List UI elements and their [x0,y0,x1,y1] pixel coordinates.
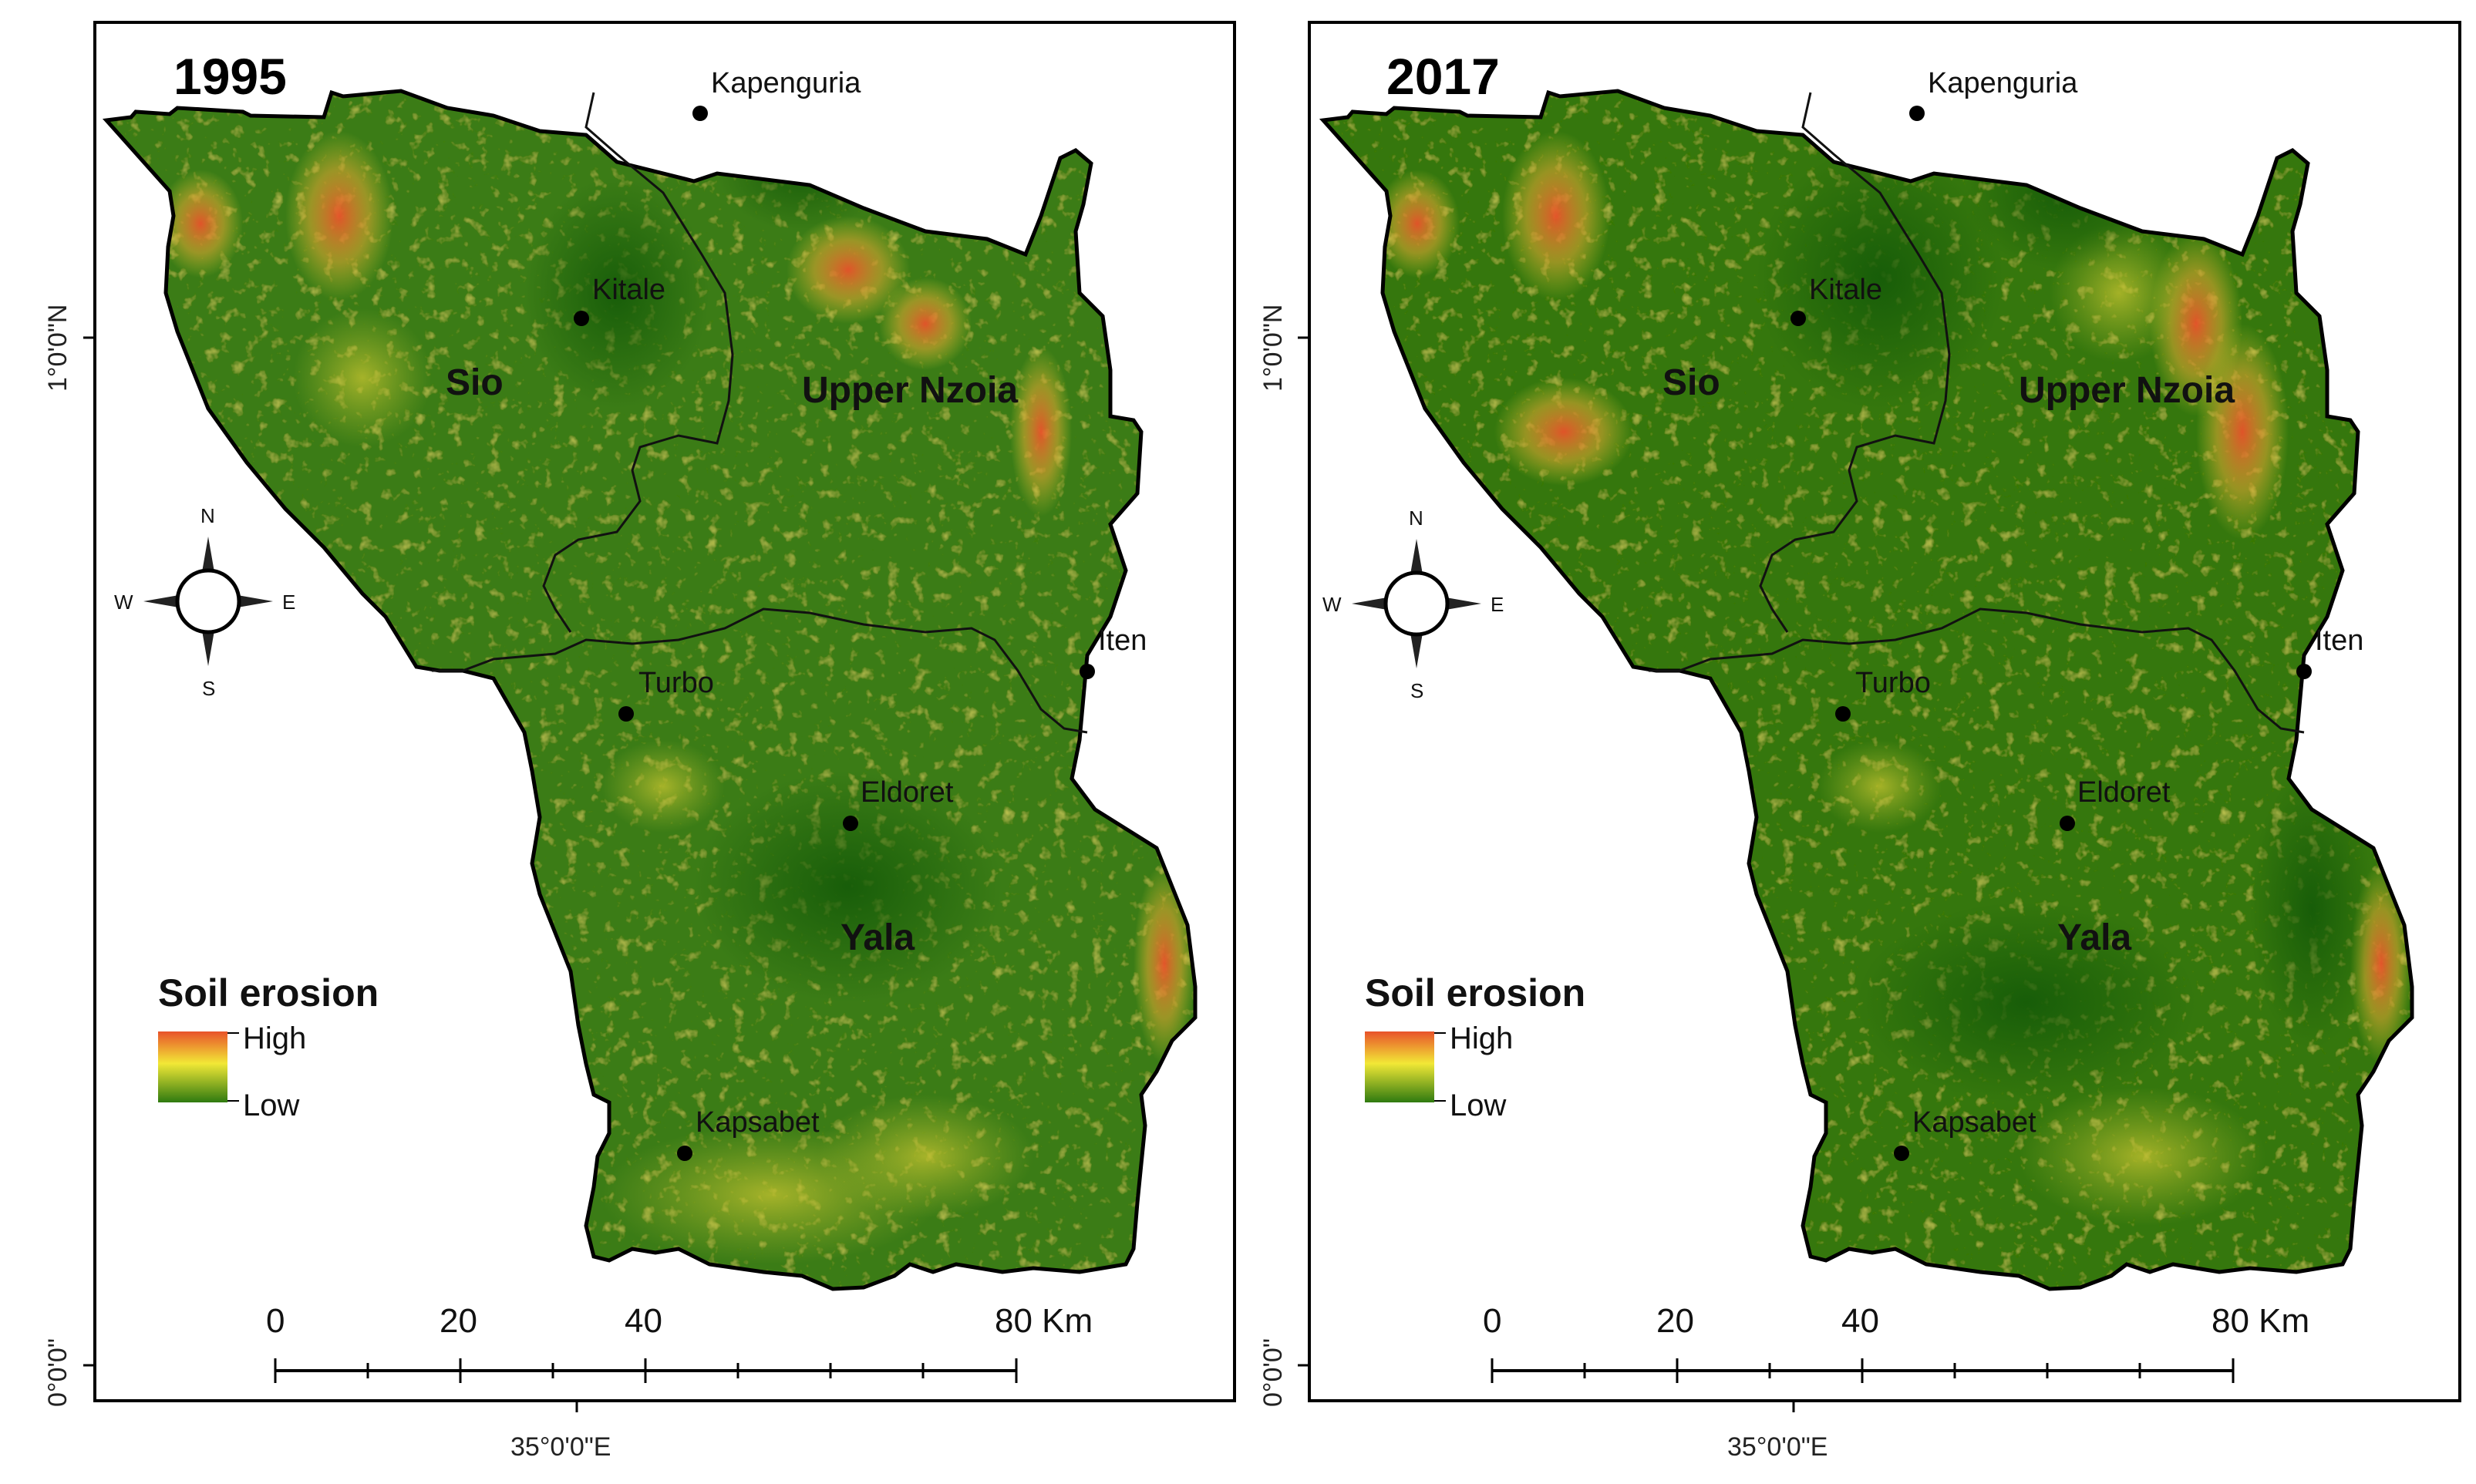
legend-low: Low [1450,1089,1506,1122]
legend-title: Soil erosion [158,971,379,1015]
region-label-sio: Sio [446,362,504,403]
compass-rose: N S E W [1322,506,1504,702]
town-dot [2296,664,2312,679]
scale-tick-40: 40 [625,1302,662,1340]
legend: Soil erosion High Low [158,971,379,1122]
scale-tick-0: 0 [266,1302,285,1340]
map-panel-1995: 1995 Sio Upper Nzoia Yala Kapenguria Kit… [43,21,1236,1462]
town-markers: Kapenguria Kitale Turbo Eldoret Iten Kap… [1790,67,2363,1161]
town-dot [1909,106,1925,121]
compass-e: E [282,591,295,614]
boundary-sio-upper-nzoia [1759,92,1951,633]
scale-tick-80: 80 Km [995,1302,1093,1340]
map-panel-2017: 2017 Sio Upper Nzoia Yala Kapenguria Kit… [1258,21,2461,1462]
watershed-map [1323,91,2412,1289]
town-label-kitale: Kitale [1809,274,1882,306]
scale-tick-40: 40 [1841,1302,1879,1340]
town-label-eldoret: Eldoret [861,776,954,809]
compass-w: W [114,591,133,614]
boundary-yala [432,607,1088,734]
lat-label-0: 0°0'0" [43,1338,72,1407]
legend-low: Low [243,1089,299,1122]
town-dot [692,106,708,121]
compass-w: W [1322,593,1342,616]
lat-label-1n: 1°0'0"N [1258,305,1288,392]
scale-tick-0: 0 [1483,1302,1501,1340]
town-dot [618,706,634,722]
lat-label-1n: 1°0'0"N [43,305,72,392]
town-dot [1835,706,1851,722]
region-label-upper-nzoia: Upper Nzoia [802,370,1018,411]
compass-icon [175,568,241,634]
compass-n: N [1409,506,1423,530]
town-label-iten: Iten [1098,624,1147,657]
legend-title: Soil erosion [1365,971,1585,1015]
compass-s: S [1410,679,1423,702]
compass-n: N [200,504,215,527]
region-label-yala: Yala [2057,917,2131,958]
town-dot [843,816,858,831]
watershed-map [106,91,1195,1289]
town-label-kitale: Kitale [592,274,665,306]
town-markers: Kapenguria Kitale Turbo Eldoret Iten Kap… [574,67,1147,1161]
town-dot [574,311,589,326]
town-label-turbo: Turbo [1855,667,1931,699]
town-label-kapsabet: Kapsabet [696,1106,820,1139]
legend-ramp [158,1031,227,1102]
lon-label: 35°0'0"E [1727,1432,1828,1462]
year-label: 2017 [1386,48,1500,105]
legend-high: High [1450,1021,1513,1055]
region-label-yala: Yala [840,917,915,958]
lon-label: 35°0'0"E [510,1432,611,1462]
scale-tick-80: 80 Km [2212,1302,2309,1340]
scale-bar: 0 20 40 80 Km [1483,1302,2309,1383]
scale-tick-20: 20 [440,1302,477,1340]
town-label-kapsabet: Kapsabet [1912,1106,2036,1139]
region-label-sio: Sio [1662,362,1720,403]
legend: Soil erosion High Low [1365,971,1585,1122]
town-label-eldoret: Eldoret [2077,776,2171,809]
town-dot [1790,311,1806,326]
town-dot [677,1146,692,1161]
scale-bar: 0 20 40 80 Km [266,1302,1093,1383]
town-dot [1080,664,1095,679]
town-label-iten: Iten [2315,624,2363,657]
compass-s: S [202,677,215,700]
boundary-sio-upper-nzoia [542,92,734,633]
legend-high: High [243,1021,306,1055]
town-dot [2060,816,2075,831]
compass-rose: N S E W [114,504,295,700]
scale-tick-20: 20 [1656,1302,1694,1340]
town-dot [1894,1146,1909,1161]
boundary-yala [1649,607,2305,734]
compass-e: E [1491,593,1504,616]
region-label-upper-nzoia: Upper Nzoia [2019,370,2235,411]
lat-label-0: 0°0'0" [1258,1338,1288,1407]
town-label-turbo: Turbo [638,667,714,699]
town-label-kapenguria: Kapenguria [1928,67,2078,99]
town-label-kapenguria: Kapenguria [711,67,861,99]
legend-ramp [1365,1031,1434,1102]
compass-icon [1383,570,1450,637]
year-label: 1995 [173,48,287,105]
